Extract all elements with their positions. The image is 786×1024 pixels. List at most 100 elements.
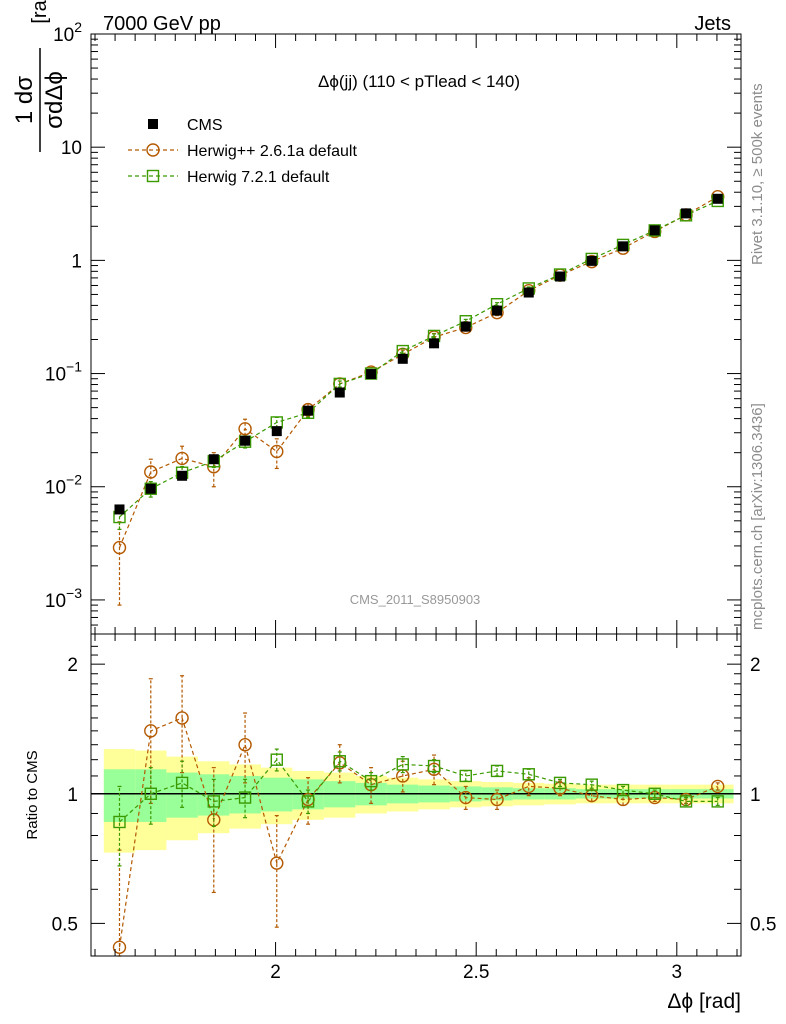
main-point <box>366 369 377 380</box>
x-tick-label: 3 <box>672 962 683 983</box>
ratio-point <box>238 791 252 804</box>
legend-entry: CMS <box>148 117 223 134</box>
ratio-point <box>396 758 409 771</box>
main-point <box>586 255 597 266</box>
y-label-numerator: 1 dσ <box>11 76 38 124</box>
header-left-label: 7000 GeV pp <box>103 13 221 35</box>
main-point <box>460 321 471 332</box>
legend-entry: Herwig++ 2.6.1a default <box>128 143 357 160</box>
y-label-unit: [rad⁻¹] <box>29 0 51 24</box>
main-point <box>112 540 127 555</box>
main-y-tick-label: 10−3 <box>45 585 82 612</box>
main-point <box>145 483 156 494</box>
rivet-side-label: Rivet 3.1.10, ≥ 500k events <box>749 83 766 265</box>
legend-label: CMS <box>187 117 223 134</box>
ratio-point <box>144 724 158 738</box>
legend-marker <box>148 119 158 129</box>
main-y-tick-label: 102 <box>53 19 82 46</box>
ratio-point <box>364 774 378 788</box>
legend: CMS Herwig++ 2.6.1a default Herwig 7.2.1 d… <box>128 117 357 186</box>
ratio-point <box>459 790 473 805</box>
main-point <box>175 451 189 466</box>
ratio-point <box>711 795 724 808</box>
ratio-point <box>427 759 441 773</box>
ratio-point <box>679 795 693 808</box>
ratio-point <box>144 787 157 800</box>
header-right-label: Jets <box>694 13 731 35</box>
main-point <box>114 504 125 515</box>
main-plot-title: Δϕ(jj) (110 < pTlead < 140) <box>318 72 520 91</box>
legend-label: Herwig 7.2.1 default <box>187 169 330 186</box>
ratio-point <box>522 768 535 781</box>
main-point <box>397 353 408 364</box>
ratio-y-tick-label-right: 2 <box>750 655 761 676</box>
main-series-open-circle <box>112 190 725 606</box>
ratio-point <box>648 787 661 800</box>
x-axis-label: Δϕ [rad] <box>667 990 741 1013</box>
ratio-point <box>175 711 189 725</box>
ratio-plot-panel: 2 2 1 1 0.5 0.5 2 2.5 3 Ratio to CMS Δϕ [rad] <box>24 633 776 1013</box>
main-point <box>681 208 692 219</box>
ratio-uncertainty-bands <box>103 749 734 853</box>
main-point <box>492 305 503 316</box>
main-point <box>144 465 158 479</box>
ratio-point <box>270 753 283 766</box>
y-label-denominator: σdΔϕ <box>41 71 68 129</box>
main-plot-panel: 102 10 1 10−1 10−2 10−3 Δϕ(jj) (110 < pTlead … <box>11 0 742 635</box>
ratio-y-tick-label-right: 1 <box>750 785 761 806</box>
main-point <box>238 422 252 436</box>
ratio-point <box>333 755 346 768</box>
analysis-watermark: CMS_2011_S8950903 <box>350 592 481 607</box>
x-tick-label: 2 <box>270 962 281 983</box>
main-point <box>618 241 629 252</box>
ratio-point <box>490 792 504 807</box>
ratio-point <box>112 940 127 955</box>
ratio-y-tick-label-left: 2 <box>67 655 78 676</box>
ratio-axis-ticks: 2 2 1 1 0.5 0.5 2 2.5 3 <box>52 634 776 983</box>
ratio-series-open-square <box>113 748 724 867</box>
main-data-layer <box>112 190 725 606</box>
ratio-point <box>459 769 472 783</box>
legend-marker <box>146 169 160 183</box>
mcplots-side-label: mcplots.cern.ch [arXiv:1306.3436] <box>749 403 766 630</box>
ratio-point <box>270 856 284 870</box>
main-point <box>208 454 219 465</box>
main-y-tick-label: 1 <box>71 251 82 272</box>
ratio-point <box>585 778 598 791</box>
main-series-open-square <box>113 194 724 530</box>
legend-marker <box>146 143 160 157</box>
x-tick-label: 2.5 <box>463 962 489 983</box>
main-point <box>364 367 378 380</box>
main-point <box>649 225 660 236</box>
main-point <box>303 405 314 416</box>
main-point <box>240 435 251 446</box>
legend-label: Herwig++ 2.6.1a default <box>187 143 357 160</box>
main-series-filled-square <box>114 193 723 515</box>
ratio-point <box>301 795 315 808</box>
main-point <box>144 482 157 495</box>
main-axis-ticks: 102 10 1 10−1 10−2 10−3 <box>45 19 741 635</box>
ratio-y-axis-label: Ratio to CMS <box>24 750 41 839</box>
main-point <box>270 444 284 459</box>
main-point <box>555 271 566 282</box>
main-point <box>429 338 440 349</box>
main-y-tick-label: 10−2 <box>45 472 82 499</box>
ratio-data-layer <box>91 675 741 957</box>
ratio-point <box>616 783 630 797</box>
ratio-y-tick-label-left: 1 <box>67 785 78 806</box>
ratio-point <box>207 795 220 808</box>
ratio-y-tick-label-right: 0.5 <box>750 914 776 935</box>
ratio-point <box>113 815 126 829</box>
main-point <box>523 287 534 298</box>
ratio-point <box>175 776 189 790</box>
main-point <box>177 470 188 481</box>
ratio-inner-band <box>260 777 293 812</box>
main-y-tick-label: 10 <box>61 138 82 159</box>
main-point <box>334 387 345 398</box>
ratio-point <box>553 776 567 790</box>
ratio-point <box>711 779 725 794</box>
ratio-y-tick-label-left: 0.5 <box>52 914 78 935</box>
main-point <box>712 193 723 204</box>
main-y-tick-label: 10−1 <box>45 359 82 386</box>
